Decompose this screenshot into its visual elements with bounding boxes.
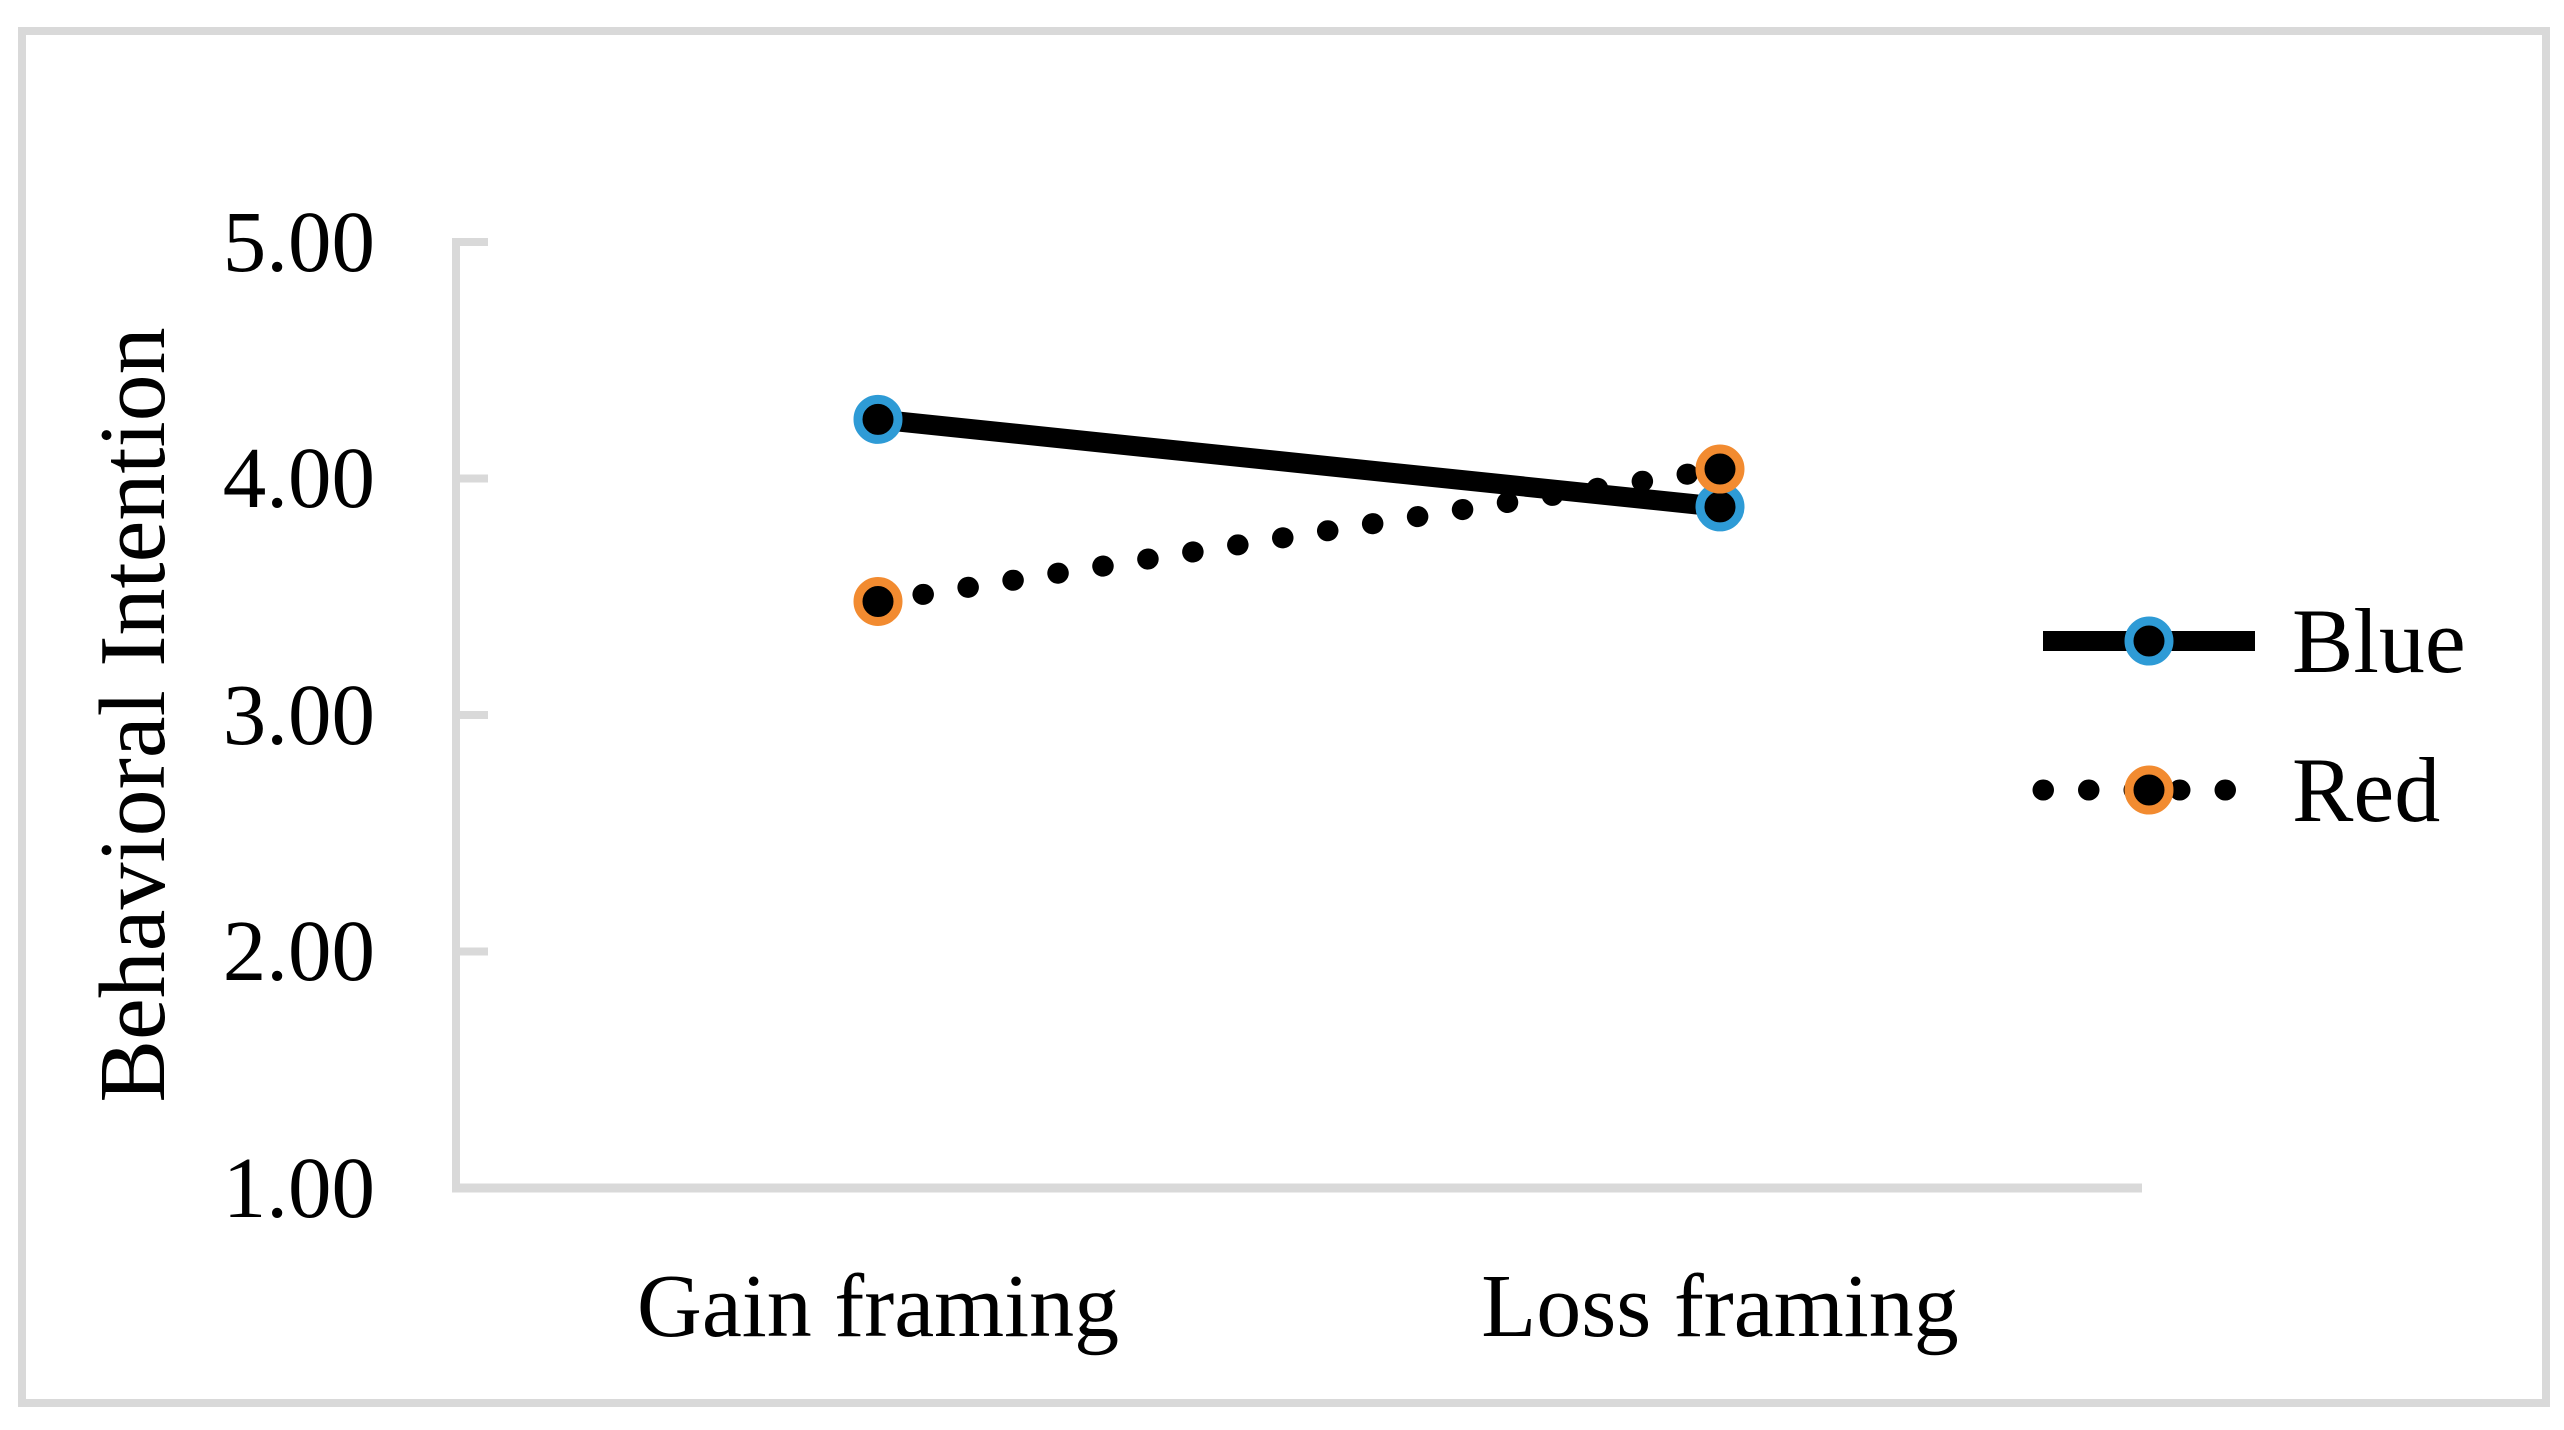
legend-marker-blue-core xyxy=(2133,625,2165,657)
marker-red-0-core xyxy=(862,585,894,618)
y-tick-label-3: 3.00 xyxy=(222,666,375,763)
legend-marker-blue-ring xyxy=(2124,616,2174,666)
x-category-label-loss: Loss framing xyxy=(1481,1257,1959,1356)
y-tick-label-2: 2.00 xyxy=(222,902,375,999)
marker-blue-1-core xyxy=(1704,490,1736,523)
y-tick-label-5: 5.00 xyxy=(222,193,375,290)
y-tick-label-1: 1.00 xyxy=(222,1139,375,1236)
legend-marker-red-ring xyxy=(2124,765,2174,815)
marker-red-1-ring xyxy=(1695,444,1745,494)
marker-blue-0-core xyxy=(862,403,894,436)
legend-label-blue: Blue xyxy=(2292,590,2466,692)
marker-blue-0-ring xyxy=(853,394,903,444)
series-line-red xyxy=(867,458,1731,612)
legend-marker-red-core xyxy=(2133,774,2165,806)
y-tick-label-4: 4.00 xyxy=(222,429,375,526)
series-line-blue xyxy=(876,409,1722,517)
marker-red-0-ring xyxy=(853,576,903,626)
figure-border xyxy=(18,27,2550,1407)
x-category-label-gain: Gain framing xyxy=(636,1257,1120,1356)
marker-red-1-core xyxy=(1704,453,1736,486)
y-axis-title: Behavioral Intention xyxy=(81,327,185,1103)
legend-label-red: Red xyxy=(2292,739,2441,841)
